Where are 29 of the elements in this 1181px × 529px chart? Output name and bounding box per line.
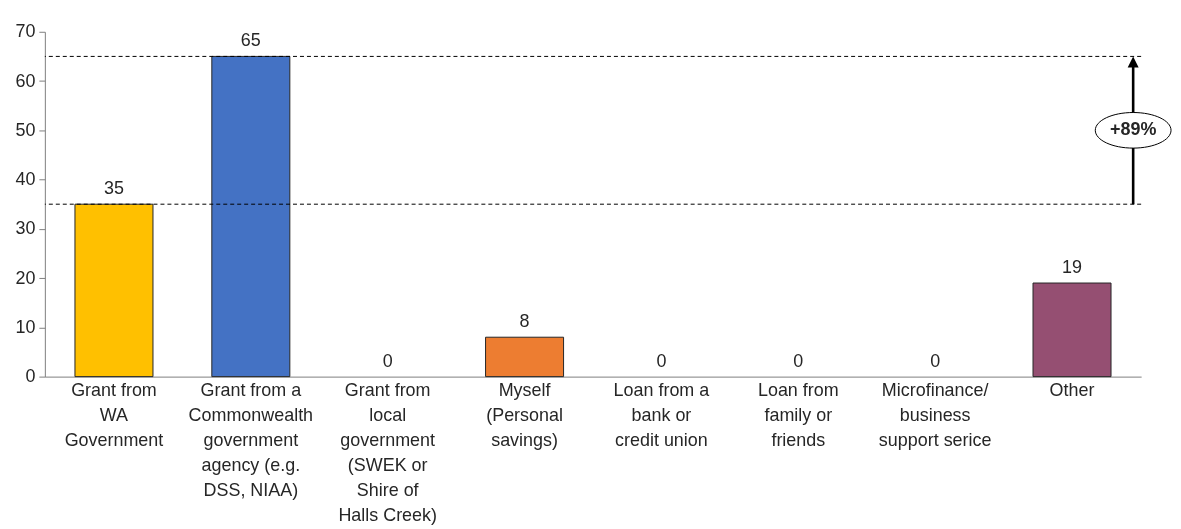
bar <box>211 55 291 378</box>
y-tick-label: 50 <box>15 119 36 140</box>
data-label: 8 <box>519 311 530 332</box>
y-tick-label: 70 <box>15 21 36 42</box>
x-tick-label: Loan from family or friends <box>757 380 839 450</box>
x-tick-label: Myself (Personal savings) <box>486 380 563 450</box>
x-tick-label: Microfinance/ business support serice <box>878 380 992 450</box>
data-label: 65 <box>240 30 261 51</box>
bar <box>1032 282 1112 378</box>
x-tick-label: Grant from a Commonwealth government agency (e.g. DSS, NIAA) <box>188 380 314 500</box>
y-tick-label: 20 <box>15 267 36 288</box>
data-label: 0 <box>656 350 667 371</box>
x-tick-label: Loan from a bank or credit union <box>613 380 710 450</box>
data-label: 0 <box>793 350 804 371</box>
x-tick-label: Grant from WA Government <box>64 380 164 450</box>
data-label: 0 <box>930 350 941 371</box>
bar <box>485 336 565 378</box>
data-label: 35 <box>104 178 124 199</box>
y-tick-label: 0 <box>25 366 36 387</box>
x-tick-label: Grant from local government (SWEK or Shire of Halls Creek) <box>338 380 437 525</box>
y-tick-label: 40 <box>15 169 36 190</box>
bar <box>74 203 154 378</box>
data-label: 19 <box>1062 257 1083 278</box>
data-label: 0 <box>382 350 393 371</box>
y-tick-label: 60 <box>15 70 36 91</box>
y-tick-label: 30 <box>15 218 36 239</box>
x-tick-label: Other <box>1049 380 1095 401</box>
annotation: +89% <box>1109 119 1157 140</box>
y-tick-label: 10 <box>15 316 36 337</box>
